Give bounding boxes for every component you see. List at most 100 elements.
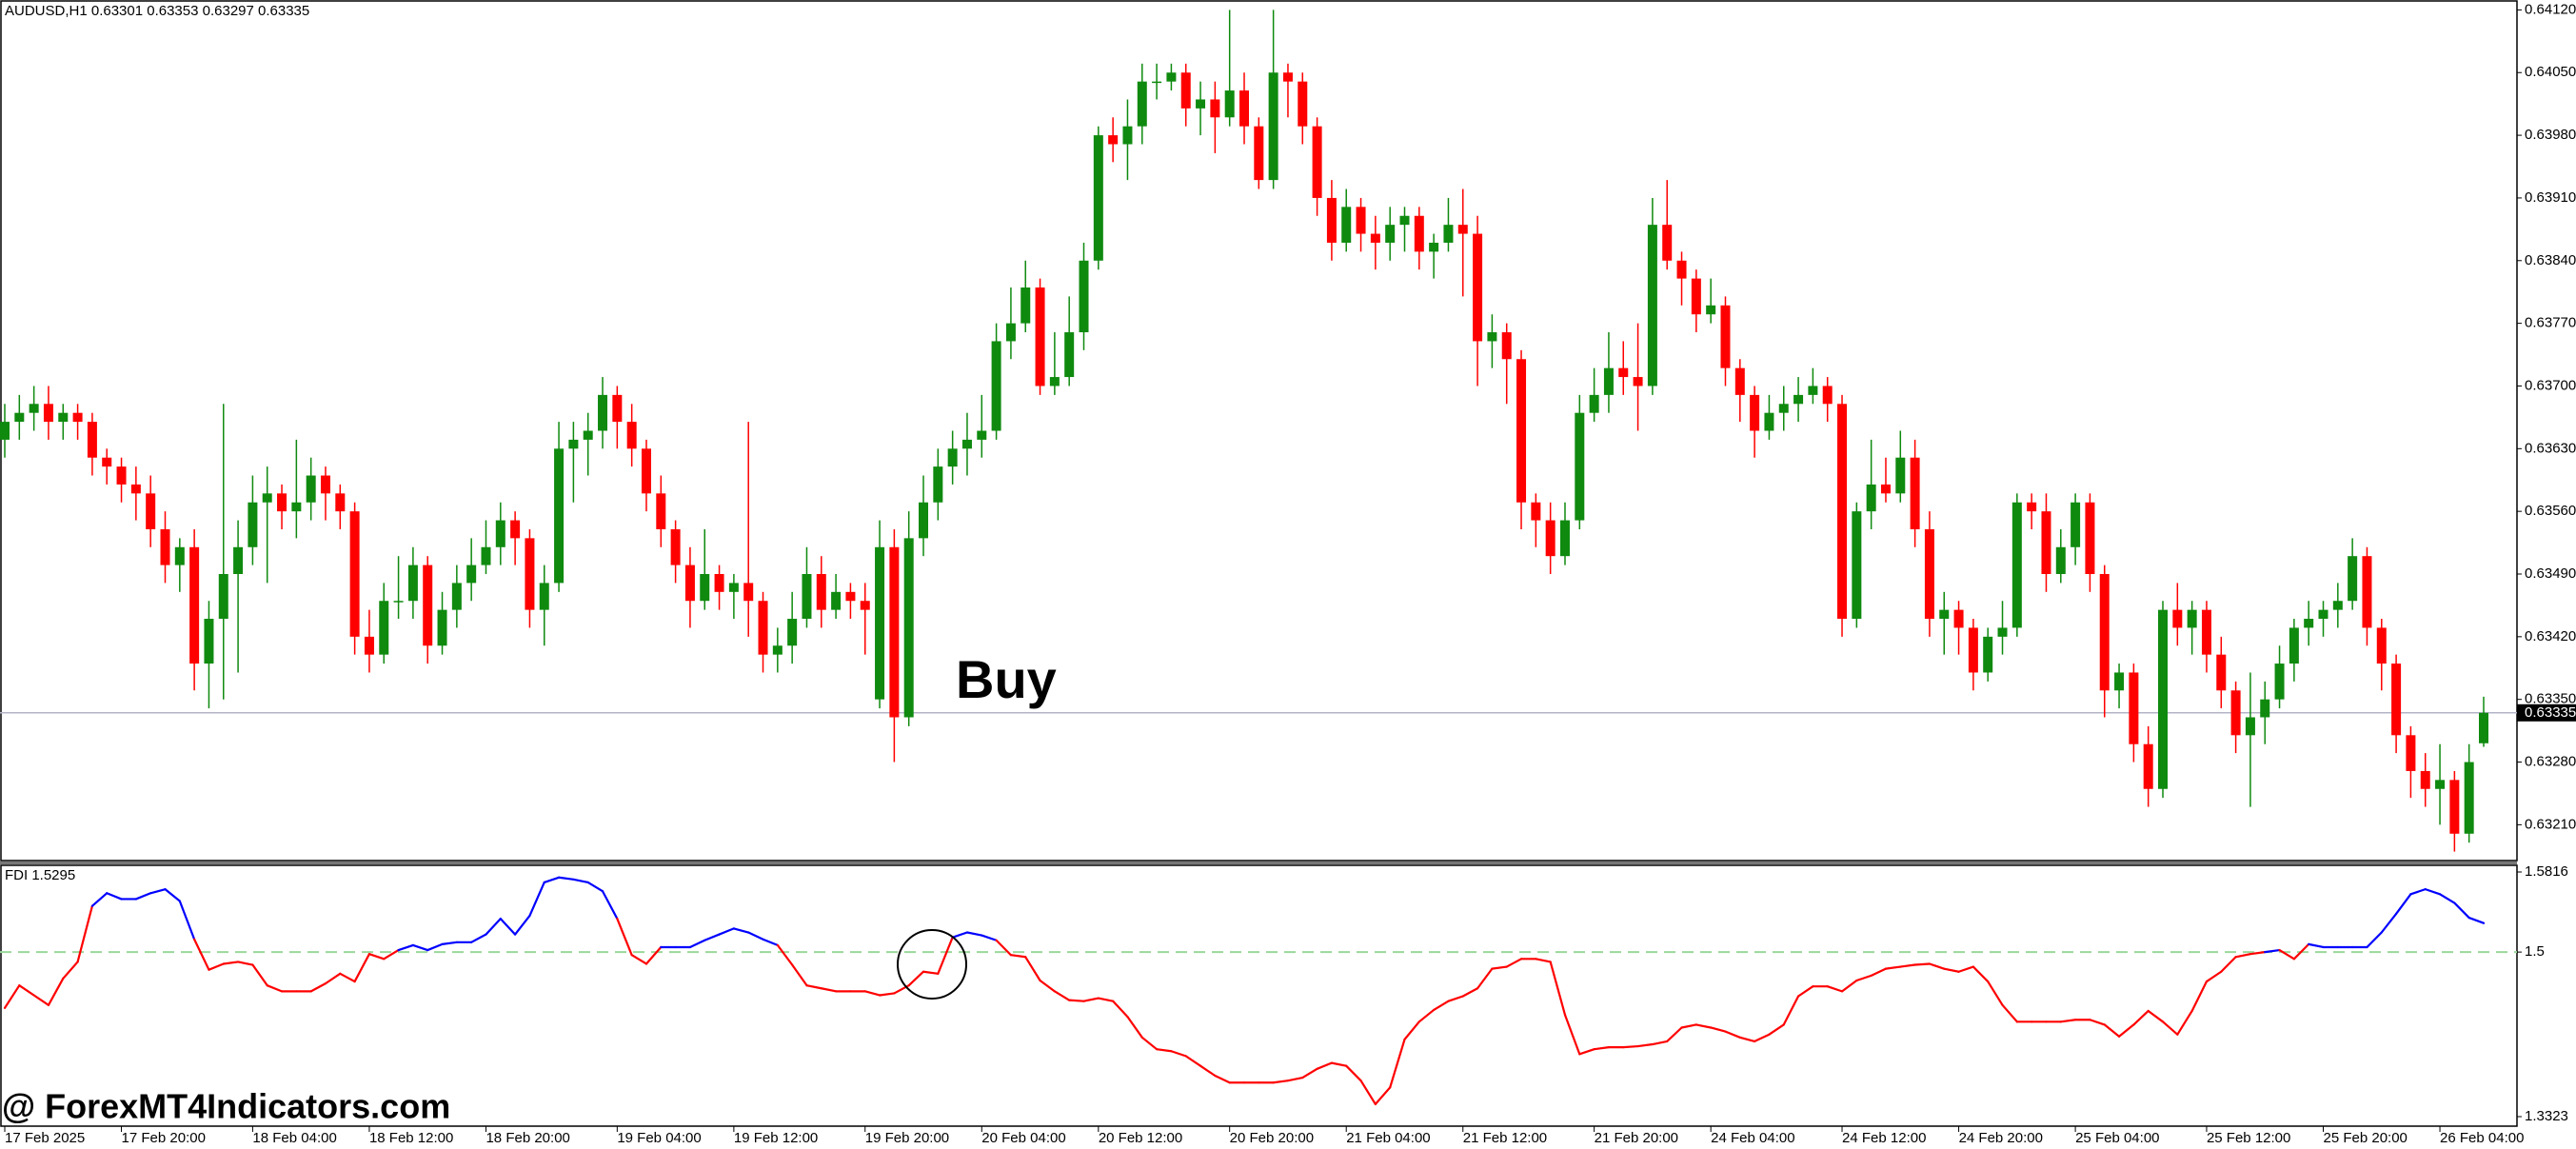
y-tick-label: 0.63490 — [2525, 565, 2576, 582]
x-tick-label: 20 Feb 20:00 — [1230, 1130, 1314, 1146]
fdi-segment — [703, 933, 721, 941]
fdi-segment — [1738, 1036, 1756, 1043]
fdi-segment — [1389, 1038, 1406, 1089]
candle-body — [1837, 404, 1848, 620]
x-tick-label: 19 Feb 12:00 — [734, 1130, 818, 1146]
fdi-segment — [878, 992, 896, 997]
fdi-segment — [586, 881, 604, 893]
y-tick-label: 1.5816 — [2525, 863, 2568, 880]
candle-body — [2201, 609, 2211, 655]
x-tick-label: 25 Feb 12:00 — [2207, 1130, 2290, 1146]
candle-body — [684, 565, 695, 602]
candle-body — [1924, 528, 1934, 620]
candle-body — [670, 528, 681, 565]
candle-body — [320, 475, 330, 494]
candle-body — [1706, 305, 1716, 315]
candle-body — [393, 601, 404, 603]
candle-body — [160, 528, 170, 565]
candle-body — [1166, 72, 1177, 82]
candle-body — [1298, 81, 1308, 127]
candle-body — [1414, 215, 1424, 252]
fdi-segment — [1359, 1080, 1377, 1106]
candle-body — [554, 448, 565, 584]
candle-body — [1210, 99, 1220, 118]
fdi-segment — [1578, 1048, 1595, 1056]
fdi-segment — [32, 994, 50, 1006]
fdi-segment — [2249, 951, 2267, 956]
x-tick-label: 20 Feb 04:00 — [981, 1130, 1065, 1146]
fdi-segment — [2394, 893, 2412, 916]
fdi-segment — [1622, 1044, 1639, 1049]
fdi-segment — [1374, 1086, 1392, 1106]
fdi-segment — [485, 917, 502, 936]
candle-body — [174, 546, 185, 565]
fdi-segment — [1754, 1033, 1771, 1043]
current-price-box — [2517, 703, 2576, 722]
fdi-segment — [2059, 1019, 2077, 1023]
candle-body — [102, 457, 112, 467]
y-tick-label: 1.3323 — [2525, 1108, 2568, 1124]
candle-body — [961, 439, 972, 449]
fdi-segment — [236, 961, 254, 966]
fdi-segment — [106, 892, 123, 901]
fdi-segment — [688, 939, 706, 949]
candle-body — [1852, 511, 1862, 620]
x-tick-label: 18 Feb 12:00 — [369, 1130, 453, 1146]
fdi-segment — [1651, 1040, 1669, 1046]
y-tick-label: 0.63980 — [2525, 127, 2576, 143]
candle-body — [1399, 215, 1410, 226]
x-tick-label: 21 Feb 04:00 — [1346, 1130, 1430, 1146]
fdi-segment — [1535, 958, 1552, 963]
fdi-segment — [1301, 1067, 1318, 1080]
candle-body — [1545, 520, 1556, 557]
fdi-segment — [644, 945, 663, 965]
candle-body — [1326, 197, 1337, 243]
chart-title: AUDUSD,H1 0.63301 0.63353 0.63297 0.6333… — [5, 3, 309, 19]
fdi-segment — [1666, 1026, 1683, 1043]
fdi-segment — [1796, 985, 1814, 998]
candle-body — [772, 645, 783, 655]
fdi-segment — [2366, 931, 2383, 949]
fdi-segment — [1840, 979, 1858, 993]
fdi-segment — [134, 892, 152, 901]
candle-body — [1180, 72, 1191, 109]
candle-body — [1734, 367, 1745, 395]
fdi-segment — [1039, 979, 1056, 993]
candle-body — [728, 583, 739, 592]
fdi-segment — [572, 878, 589, 884]
fdi-segment — [1636, 1042, 1654, 1048]
fdi-segment — [2103, 1023, 2121, 1038]
x-tick-label: 24 Feb 12:00 — [1842, 1130, 1926, 1146]
candle-body — [43, 404, 53, 423]
x-tick-label: 18 Feb 04:00 — [252, 1130, 336, 1146]
fdi-segment — [47, 977, 65, 1006]
fdi-segment — [2089, 1019, 2106, 1026]
candle-body — [1793, 394, 1804, 405]
fdi-segment — [1943, 967, 1960, 973]
x-tick-label: 18 Feb 20:00 — [485, 1130, 569, 1146]
fdi-segment — [937, 936, 954, 975]
candle-body — [1079, 260, 1089, 333]
candle-body — [423, 565, 433, 646]
candle-body — [218, 574, 228, 620]
fdi-segment — [2205, 970, 2223, 983]
y-tick-label: 0.63280 — [2525, 754, 2576, 770]
fdi-segment — [2278, 948, 2295, 961]
candle-body — [1968, 627, 1978, 673]
candle-body — [510, 520, 521, 539]
candle-body — [2230, 690, 2241, 736]
fdi-segment — [441, 941, 458, 945]
fdi-segment — [353, 953, 371, 983]
candle-body — [1997, 627, 2008, 637]
candle-body — [291, 502, 302, 512]
candle-body — [407, 565, 418, 602]
candle-body — [130, 484, 141, 494]
candle-body — [903, 538, 914, 718]
x-tick-label: 21 Feb 20:00 — [1595, 1130, 1678, 1146]
candle-body — [0, 422, 10, 440]
candle-body — [1633, 377, 1643, 386]
fdi-segment — [149, 888, 167, 895]
fdi-segment — [2147, 1009, 2165, 1023]
candle-body — [1005, 323, 1016, 342]
